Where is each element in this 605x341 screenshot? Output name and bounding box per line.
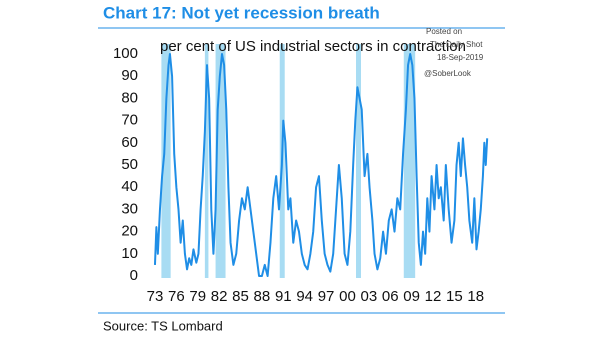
x-tick-label: 76: [168, 288, 185, 305]
recession-band: [204, 44, 209, 278]
y-tick-label: 40: [121, 178, 138, 195]
x-tick-label: 85: [232, 288, 249, 305]
x-tick-label: 00: [339, 288, 356, 305]
watermark: The Daily Shot: [430, 40, 483, 49]
x-tick-label: 06: [382, 288, 399, 305]
x-tick-label: 18: [467, 288, 484, 305]
recession-band: [356, 44, 361, 278]
data-line: [153, 53, 489, 277]
y-tick-label: 50: [121, 156, 138, 173]
x-tick-label: 03: [360, 288, 377, 305]
watermark: @SoberLook: [424, 69, 472, 78]
x-tick-label: 15: [446, 288, 463, 305]
x-tick-label: 82: [211, 288, 228, 305]
y-tick-label: 20: [121, 223, 138, 240]
x-tick-label: 91: [275, 288, 292, 305]
x-tick-label: 97: [318, 288, 335, 305]
chart-subtitle: per cent of US industrial sectors in con…: [160, 38, 466, 55]
x-tick-label: 94: [296, 288, 313, 305]
y-tick-label: 10: [121, 245, 138, 262]
y-tick-label: 80: [121, 89, 138, 106]
y-tick-label: 70: [121, 112, 138, 129]
source: Source: TS Lombard: [103, 318, 223, 333]
x-tick-label: 73: [147, 288, 164, 305]
recession-band: [161, 44, 171, 278]
x-tick-label: 88: [254, 288, 271, 305]
recession-band: [215, 44, 226, 278]
y-tick-label: 90: [121, 67, 138, 84]
y-tick-label: 60: [121, 134, 138, 151]
x-tick-label: 12: [425, 288, 442, 305]
y-tick-label: 100: [113, 45, 138, 62]
y-tick-label: 0: [130, 267, 138, 284]
recession-band: [403, 44, 416, 278]
plot-area: 0 10 20 30 40 50 60 70 80 90 100 73 76 79 82 85 88 91 94 97…: [113, 44, 489, 305]
x-tick-label: 79: [189, 288, 206, 305]
watermark: Posted on: [426, 27, 462, 36]
chart-title: Chart 17: Not yet recession breath: [103, 3, 380, 22]
y-tick-label: 30: [121, 200, 138, 217]
x-tick-label: 09: [403, 288, 420, 305]
watermark: 18-Sep-2019: [437, 53, 484, 62]
